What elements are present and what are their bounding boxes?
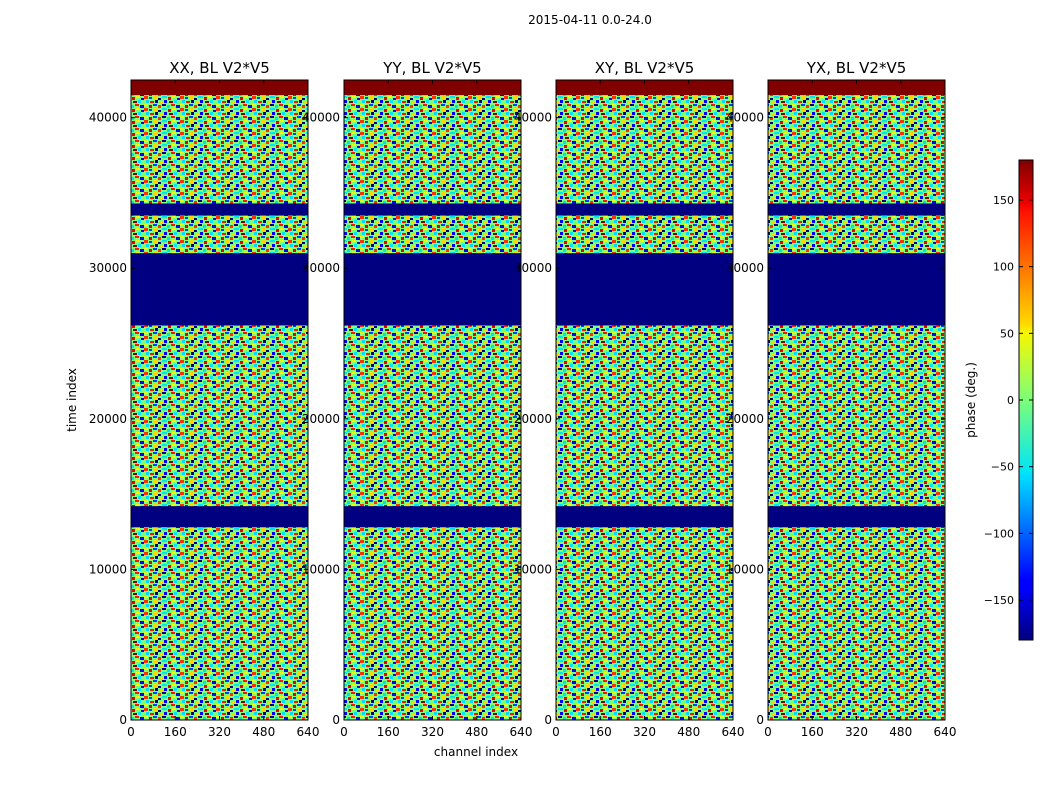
y-tick-label: 10000 — [726, 562, 764, 576]
panel-xy: XY, BL V2*V5 0 160 320 480 640 0 10000 20000 3000… — [514, 59, 745, 739]
y-tick-label: 20000 — [89, 412, 127, 426]
colorbar-tick-label: −150 — [984, 594, 1014, 607]
colorbar-tick-label: −50 — [991, 461, 1014, 474]
phase-noise-field — [768, 80, 945, 720]
panel-title: XX, BL V2*V5 — [169, 59, 270, 77]
y-tick-label: 40000 — [302, 111, 340, 125]
y-tick-label: 30000 — [302, 261, 340, 275]
figure-suptitle: 2015-04-11 0.0-24.0 — [528, 13, 652, 27]
y-axis-label: time index — [65, 368, 79, 432]
panel-xx: XX, BL V2*V5 0 160 320 480 640 0 10000 20000 3000… — [89, 59, 320, 739]
y-tick-label: 30000 — [514, 261, 552, 275]
x-tick-label: 640 — [297, 725, 320, 739]
y-tick-label: 30000 — [726, 261, 764, 275]
colorbar-tick-label: 150 — [993, 194, 1014, 207]
y-tick-label: 20000 — [302, 412, 340, 426]
x-tick-label: 0 — [127, 725, 135, 739]
x-tick-label: 640 — [934, 725, 957, 739]
x-tick-label: 0 — [340, 725, 348, 739]
flagged-band — [768, 203, 945, 216]
y-tick-label: 40000 — [89, 111, 127, 125]
flagged-band — [768, 253, 945, 326]
x-tick-label: 160 — [164, 725, 187, 739]
x-tick-label: 480 — [465, 725, 488, 739]
flagged-band — [131, 203, 308, 216]
x-tick-label: 160 — [589, 725, 612, 739]
y-tick-label: 40000 — [514, 111, 552, 125]
x-tick-label: 0 — [552, 725, 560, 739]
x-tick-label: 160 — [801, 725, 824, 739]
y-tick-label: 10000 — [514, 562, 552, 576]
panel-title: YY, BL V2*V5 — [382, 59, 481, 77]
y-tick-label: 20000 — [726, 412, 764, 426]
y-tick-label: 40000 — [726, 111, 764, 125]
flagged-band — [131, 506, 308, 528]
x-tick-label: 320 — [421, 725, 444, 739]
panel-title: YX, BL V2*V5 — [806, 59, 907, 77]
flagged-band — [556, 203, 733, 216]
flagged-band — [556, 506, 733, 528]
colorbar-label: phase (deg.) — [964, 362, 978, 438]
flagged-band — [768, 506, 945, 528]
flagged-band — [344, 253, 521, 326]
phase-noise-field — [556, 80, 733, 720]
x-tick-label: 320 — [633, 725, 656, 739]
y-tick-label: 20000 — [514, 412, 552, 426]
colorbar-tick-label: 50 — [1000, 327, 1014, 340]
y-tick-label: 10000 — [302, 562, 340, 576]
y-tick-label: 30000 — [89, 261, 127, 275]
y-tick-label: 0 — [332, 713, 340, 727]
x-tick-label: 160 — [377, 725, 400, 739]
y-tick-label: 0 — [119, 713, 127, 727]
panel-yy: YY, BL V2*V5 0 160 320 480 640 0 10000 20000 3000… — [302, 59, 533, 739]
x-tick-label: 640 — [722, 725, 745, 739]
y-tick-label: 10000 — [89, 562, 127, 576]
flagged-band — [344, 203, 521, 216]
phase-noise-field — [131, 80, 308, 720]
flagged-band — [131, 253, 308, 326]
y-tick-label: 0 — [756, 713, 764, 727]
panel-yx: YX, BL V2*V5 0 160 320 480 640 0 10000 20000 3000… — [726, 59, 957, 739]
colorbar-tick-label: 0 — [1007, 394, 1014, 407]
panel-title: XY, BL V2*V5 — [595, 59, 695, 77]
flagged-band — [556, 253, 733, 326]
x-tick-label: 480 — [252, 725, 275, 739]
x-tick-label: 0 — [764, 725, 772, 739]
flagged-band — [344, 506, 521, 528]
x-axis-label: channel index — [434, 745, 518, 759]
x-tick-label: 320 — [208, 725, 231, 739]
x-tick-label: 320 — [845, 725, 868, 739]
colorbar-tick-label: 100 — [993, 261, 1014, 274]
x-tick-label: 480 — [889, 725, 912, 739]
y-tick-label: 0 — [544, 713, 552, 727]
x-tick-label: 640 — [510, 725, 533, 739]
colorbar-tick-label: −100 — [984, 527, 1014, 540]
x-tick-label: 480 — [677, 725, 700, 739]
phase-noise-field — [344, 80, 521, 720]
